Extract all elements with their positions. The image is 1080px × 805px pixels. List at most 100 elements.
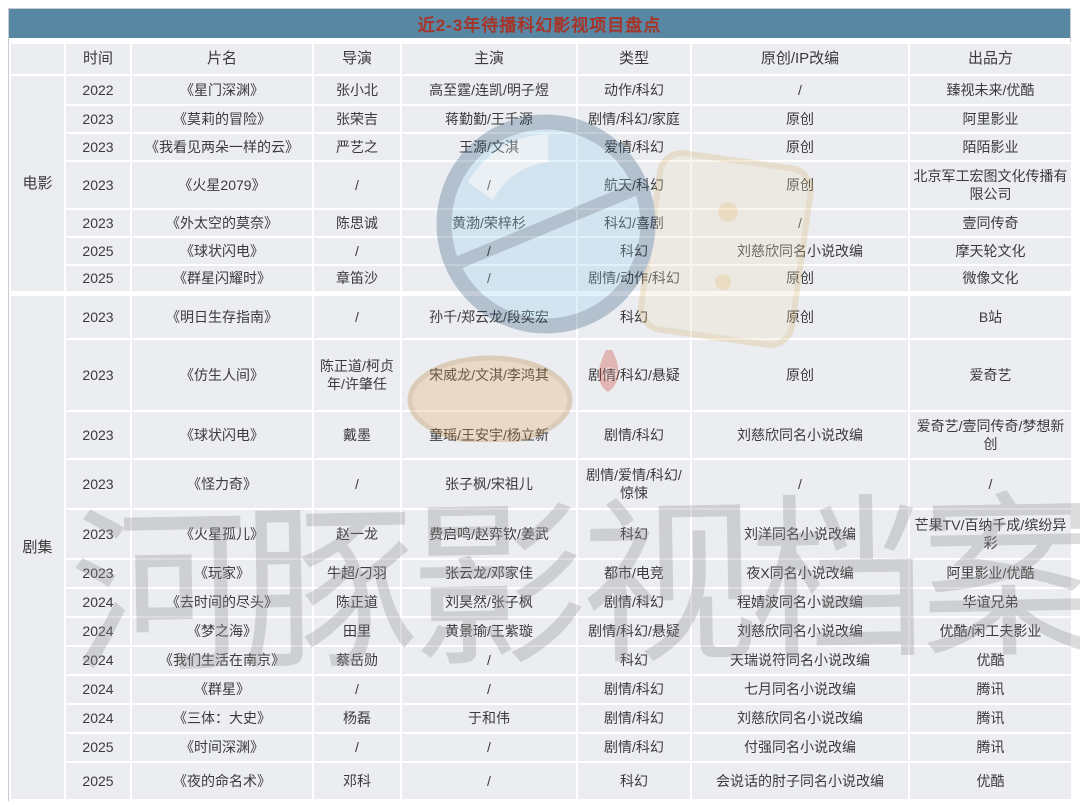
cell-title: 《我们生活在南京》 — [130, 645, 314, 676]
infographic-frame: 近2-3年待播科幻影视项目盘点 时间 片名 导演 主演 类型 原创/IP改编 出品方 电影 2… — [8, 8, 1073, 801]
cell-director: / — [312, 160, 402, 210]
cell-director: / — [312, 674, 402, 705]
cell-adaptation: 刘慈欣同名小说改编 — [690, 616, 910, 647]
cell-adaptation: 原创 — [690, 290, 910, 340]
cell-adaptation: 原创 — [690, 104, 910, 134]
cell-adaptation: / — [690, 458, 910, 510]
cell-producer: 摩天轮文化 — [908, 236, 1073, 266]
cell-director: 严艺之 — [312, 132, 402, 162]
cell-title: 《群星闪耀时》 — [130, 264, 314, 294]
cell-year: 2024 — [64, 645, 132, 676]
cell-adaptation: 刘洋同名小说改编 — [690, 508, 910, 560]
cell-title: 《时间深渊》 — [130, 732, 314, 763]
cell-producer: B站 — [908, 290, 1073, 340]
column-header: 出品方 — [908, 42, 1073, 76]
column-header: 片名 — [130, 42, 314, 76]
table-body: 电影 2022 《星门深渊》 张小北 高至霆/连凯/明子煜 动作/科幻 / 臻视未来/优酷 20… — [9, 74, 1073, 801]
cell-director: / — [312, 236, 402, 266]
cell-genre: 剧情/科幻/悬疑 — [576, 616, 692, 647]
column-header: 主演 — [400, 42, 578, 76]
corner-cell — [9, 42, 66, 76]
cell-genre: 剧情/科幻/家庭 — [576, 104, 692, 134]
cell-year: 2024 — [64, 587, 132, 618]
table-row: 2025 《时间深渊》 / / 剧情/科幻 付强同名小说改编 腾讯 — [10, 732, 1073, 763]
cell-producer: 腾讯 — [908, 732, 1073, 763]
cell-title: 《莫莉的冒险》 — [130, 104, 314, 134]
table-row: 2024 《我们生活在南京》 蔡岳勋 / 科幻 天瑞说符同名小说改编 优酷 — [10, 645, 1073, 676]
column-header: 导演 — [312, 42, 402, 76]
cell-title: 《球状闪电》 — [130, 236, 314, 266]
cell-title: 《星门深渊》 — [130, 74, 314, 106]
cell-title: 《群星》 — [130, 674, 314, 705]
cell-year: 2025 — [64, 236, 132, 266]
cell-genre: 都市/电竞 — [576, 558, 692, 589]
table-row: 2025 《夜的命名术》 邓科 / 科幻 会说话的肘子同名小说改编 优酷 — [10, 761, 1073, 801]
cell-title: 《仿生人间》 — [130, 338, 314, 412]
cell-title: 《怪力奇》 — [130, 458, 314, 510]
cell-producer: 华谊兄弟 — [908, 587, 1073, 618]
cell-year: 2023 — [64, 290, 132, 340]
cell-producer: 爱奇艺/壹同传奇/梦想新创 — [908, 410, 1073, 460]
cell-starring: / — [400, 236, 578, 266]
cell-director: 戴墨 — [312, 410, 402, 460]
cell-adaptation: 原创 — [690, 264, 910, 294]
cell-director: 杨磊 — [312, 703, 402, 734]
cell-year: 2023 — [64, 208, 132, 238]
cell-adaptation: 会说话的肘子同名小说改编 — [690, 761, 910, 801]
cell-director: 章笛沙 — [312, 264, 402, 294]
cell-year: 2023 — [64, 410, 132, 460]
cell-year: 2024 — [64, 703, 132, 734]
cell-director: 张荣吉 — [312, 104, 402, 134]
table-row: 电影 2022 《星门深渊》 张小北 高至霆/连凯/明子煜 动作/科幻 / 臻视未来/优酷 — [9, 74, 1073, 294]
cell-year: 2023 — [64, 132, 132, 162]
cell-year: 2023 — [64, 458, 132, 510]
cell-starring: 费启鸣/赵弈钦/姜武 — [400, 508, 578, 560]
cell-director: 田里 — [312, 616, 402, 647]
table-header: 时间 片名 导演 主演 类型 原创/IP改编 出品方 — [9, 42, 1073, 76]
cell-adaptation: 刘慈欣同名小说改编 — [690, 410, 910, 460]
cell-adaptation: 原创 — [690, 160, 910, 210]
projects-table: 时间 片名 导演 主演 类型 原创/IP改编 出品方 电影 2022 《星门深渊》 张小北 高至霆/… — [9, 42, 1073, 801]
group-label-series: 剧集 — [9, 290, 66, 801]
group-label-movies: 电影 — [9, 74, 66, 294]
cell-producer: 腾讯 — [908, 674, 1073, 705]
cell-year: 2023 — [64, 338, 132, 412]
cell-genre: 剧情/动作/科幻 — [576, 264, 692, 294]
cell-director: 蔡岳勋 — [312, 645, 402, 676]
cell-starring: / — [400, 761, 578, 801]
cell-director: 赵一龙 — [312, 508, 402, 560]
cell-producer: 微像文化 — [908, 264, 1073, 294]
table-row: 2023 《火星2079》 / / 航天/科幻 原创 北京军工宏图文化传播有限公司 — [10, 160, 1073, 210]
cell-producer: 阿里影业/优酷 — [908, 558, 1073, 589]
cell-genre: 科幻 — [576, 645, 692, 676]
cell-genre: 剧情/科幻 — [576, 674, 692, 705]
cell-producer: 北京军工宏图文化传播有限公司 — [908, 160, 1073, 210]
cell-director: 陈正道/柯贞年/许肇任 — [312, 338, 402, 412]
cell-title: 《三体：大史》 — [130, 703, 314, 734]
cell-director: 陈思诚 — [312, 208, 402, 238]
cell-director: 陈正道 — [312, 587, 402, 618]
cell-title: 《明日生存指南》 — [130, 290, 314, 340]
cell-title: 《玩家》 — [130, 558, 314, 589]
cell-title: 《球状闪电》 — [130, 410, 314, 460]
cell-producer: 臻视未来/优酷 — [908, 74, 1073, 106]
cell-producer: 壹同传奇 — [908, 208, 1073, 238]
table-row: 剧集 2023 《明日生存指南》 / 孙千/郑云龙/段奕宏 科幻 原创 B站 — [9, 290, 1073, 801]
cell-starring: / — [400, 732, 578, 763]
cell-producer: 阿里影业 — [908, 104, 1073, 134]
cell-genre: 科幻 — [576, 508, 692, 560]
cell-adaptation: / — [690, 208, 910, 238]
cell-year: 2024 — [64, 674, 132, 705]
table-row: 2023 《外太空的莫奈》 陈思诚 黄渤/荣梓杉 科幻/喜剧 / 壹同传奇 — [10, 208, 1073, 238]
cell-year: 2023 — [64, 508, 132, 560]
cell-adaptation: 刘慈欣同名小说改编 — [690, 236, 910, 266]
cell-director: 邓科 — [312, 761, 402, 801]
cell-adaptation: 七月同名小说改编 — [690, 674, 910, 705]
column-header: 类型 — [576, 42, 692, 76]
title-bar: 近2-3年待播科幻影视项目盘点 — [9, 9, 1070, 38]
cell-adaptation: 原创 — [690, 338, 910, 412]
cell-year: 2023 — [64, 104, 132, 134]
cell-producer: 优酷 — [908, 761, 1073, 801]
cell-adaptation: 夜X同名小说改编 — [690, 558, 910, 589]
table-row: 2024 《梦之海》 田里 黄景瑜/王紫璇 剧情/科幻/悬疑 刘慈欣同名小说改编 优酷/闲工… — [10, 616, 1073, 647]
